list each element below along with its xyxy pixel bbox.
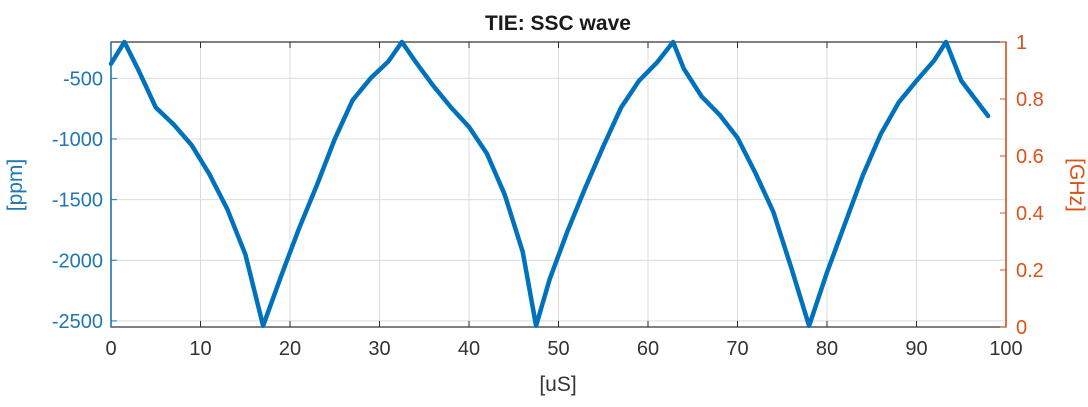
x-tick-label: 20	[279, 338, 301, 360]
x-tick-label: 60	[637, 338, 659, 360]
x-tick-label: 0	[105, 338, 116, 360]
x-tick-label: 90	[905, 338, 927, 360]
right-axis-ticks: 0 0.2 0.4 0.6 0.8 1	[1000, 32, 1044, 339]
x-tick-label: 40	[458, 338, 480, 360]
right-tick-label: 0.8	[1016, 89, 1044, 111]
right-tick-label: 0.6	[1016, 146, 1044, 168]
x-tick-label: 50	[547, 338, 569, 360]
right-tick-label: 0	[1016, 317, 1027, 339]
x-axis-ticks: 0 10 20 30 40 50 60 70 80 90 100	[105, 42, 1023, 360]
x-tick-label: 10	[189, 338, 211, 360]
chart-title: TIE: SSC wave	[485, 12, 631, 35]
x-tick-label: 80	[816, 338, 838, 360]
right-tick-label: 0.2	[1016, 260, 1044, 282]
left-axis-label: [ppm]	[4, 159, 27, 212]
x-axis-label: [uS]	[539, 373, 576, 396]
left-axis-ticks: -500 -1000 -1500 -2000 -2500	[52, 42, 117, 333]
right-axis-label: [GHz]	[1065, 158, 1088, 212]
x-tick-label: 100	[989, 338, 1022, 360]
grid	[111, 42, 1006, 327]
right-tick-label: 1	[1016, 32, 1027, 54]
x-tick-label: 70	[726, 338, 748, 360]
series-layer	[108, 39, 991, 329]
left-tick-label: -2500	[52, 311, 103, 333]
left-tick-label: -1000	[52, 129, 103, 151]
series-line	[108, 39, 991, 329]
x-tick-label: 30	[368, 338, 390, 360]
right-tick-label: 0.4	[1016, 203, 1044, 225]
left-tick-label: -1500	[52, 190, 103, 212]
left-tick-label: -500	[63, 68, 103, 90]
left-tick-label: -2000	[52, 250, 103, 272]
